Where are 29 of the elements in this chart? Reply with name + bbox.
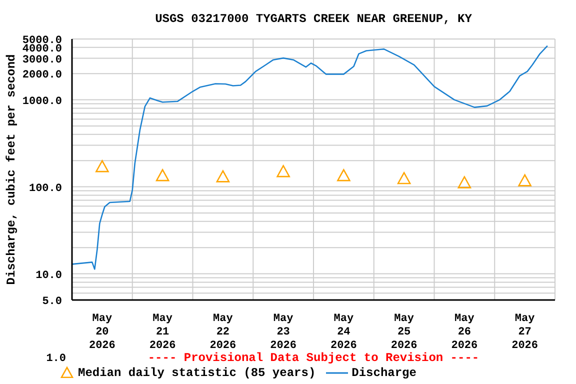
x-tick-label: May 20 2026 [88, 313, 116, 352]
x-tick-label: May 23 2026 [270, 313, 297, 352]
x-tick-label: May 22 2026 [210, 313, 236, 352]
x-tick-label: May 26 2026 [451, 313, 478, 352]
point [337, 169, 350, 182]
y-axis-title: Discharge, cubic feet per second [4, 54, 18, 285]
y-tick-label: 10.0 [36, 270, 62, 282]
legend-label: Discharge [352, 366, 416, 380]
point [156, 169, 170, 182]
y-tick-label: 100.0 [28, 182, 62, 195]
point [458, 176, 472, 188]
y-tick-label: 3000.0 [22, 54, 62, 66]
point [518, 174, 532, 186]
point [216, 170, 230, 182]
point [96, 160, 109, 172]
legend-label: Median daily statistic (85 years) [78, 366, 316, 380]
point [397, 172, 411, 184]
chart-title: USGS 03217000 TYGARTS CREEK NEAR GREENUP, KY [154, 12, 473, 26]
text: ---- Provisional Data Subject to Revision ---- [146, 351, 480, 365]
x-tick-label: May 25 2026 [390, 313, 418, 352]
x-tick-label: May 21 2026 [149, 313, 176, 352]
y-tick-label: 5.0 [42, 296, 62, 308]
x-tick-label: May 27 2026 [512, 313, 538, 352]
text: 1.0 [45, 353, 66, 365]
x-tick-label: May 24 2026 [330, 313, 357, 352]
line-series [72, 45, 548, 270]
y-tick-label: 1000.0 [22, 96, 62, 108]
y-tick-label: 2000.0 [22, 70, 62, 82]
point [276, 165, 290, 178]
